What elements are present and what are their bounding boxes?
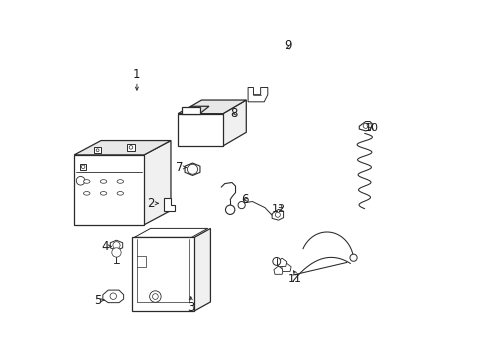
Text: 12: 12 <box>271 204 285 214</box>
Ellipse shape <box>100 192 106 195</box>
Text: 3: 3 <box>186 301 194 314</box>
Circle shape <box>238 202 244 209</box>
Circle shape <box>96 149 99 152</box>
Text: 11: 11 <box>287 274 301 284</box>
Ellipse shape <box>117 180 123 183</box>
Polygon shape <box>127 144 134 150</box>
Text: 4: 4 <box>101 240 108 253</box>
Circle shape <box>272 257 280 265</box>
Polygon shape <box>178 114 223 146</box>
Text: 2: 2 <box>147 197 155 210</box>
Circle shape <box>113 242 120 249</box>
Polygon shape <box>281 263 290 271</box>
Circle shape <box>349 254 356 261</box>
Circle shape <box>81 165 85 168</box>
Circle shape <box>76 176 85 185</box>
Polygon shape <box>184 163 200 175</box>
Circle shape <box>149 291 161 302</box>
Ellipse shape <box>100 180 106 183</box>
Polygon shape <box>80 164 86 170</box>
Polygon shape <box>131 237 194 311</box>
Ellipse shape <box>83 192 90 195</box>
Text: 7: 7 <box>176 161 183 174</box>
Circle shape <box>225 205 234 215</box>
Polygon shape <box>74 155 144 225</box>
Circle shape <box>129 145 132 149</box>
Polygon shape <box>144 140 171 225</box>
Polygon shape <box>110 240 122 250</box>
Polygon shape <box>194 228 210 311</box>
Circle shape <box>187 164 197 174</box>
Circle shape <box>366 123 371 128</box>
Polygon shape <box>271 210 283 220</box>
Polygon shape <box>273 266 283 274</box>
Text: 10: 10 <box>364 123 378 133</box>
Text: 8: 8 <box>229 107 237 120</box>
Polygon shape <box>277 258 286 266</box>
Text: 5: 5 <box>94 294 101 307</box>
Polygon shape <box>359 122 372 131</box>
Text: 1: 1 <box>133 68 141 81</box>
Polygon shape <box>182 107 199 114</box>
Circle shape <box>152 294 158 300</box>
Polygon shape <box>74 140 171 155</box>
Polygon shape <box>182 106 208 114</box>
Circle shape <box>110 293 116 300</box>
Ellipse shape <box>117 192 123 195</box>
Circle shape <box>112 248 121 257</box>
Ellipse shape <box>83 180 90 183</box>
Circle shape <box>275 212 280 217</box>
Text: 6: 6 <box>240 193 248 206</box>
Polygon shape <box>94 147 101 153</box>
Text: 9: 9 <box>283 39 291 52</box>
Polygon shape <box>163 198 175 211</box>
Polygon shape <box>102 290 123 303</box>
Circle shape <box>363 123 367 129</box>
Polygon shape <box>178 100 246 114</box>
Polygon shape <box>223 100 246 146</box>
Polygon shape <box>247 87 267 102</box>
